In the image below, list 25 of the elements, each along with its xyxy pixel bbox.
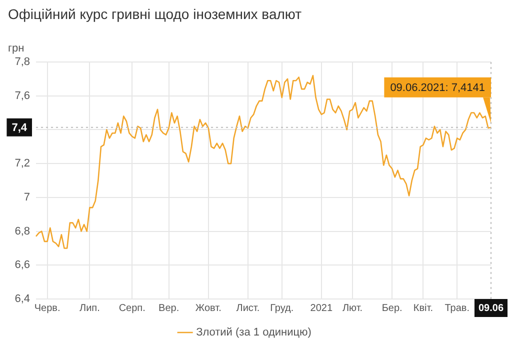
x-tick-label: Лип. bbox=[80, 302, 100, 314]
ref-line-label: 7,4 bbox=[12, 122, 28, 134]
x-tick-label: Черв. bbox=[34, 302, 60, 314]
chart-title: Офіційний курс гривні щодо іноземних валют bbox=[8, 6, 302, 22]
annotation: 09.06.2021: 7,4141 bbox=[390, 82, 485, 94]
y-tick-label: 6,4 bbox=[14, 293, 30, 306]
x-tick-label: Лист. bbox=[236, 302, 260, 314]
y-tick-label: 7,6 bbox=[14, 90, 30, 102]
x-tick-label: Жовт. bbox=[195, 302, 222, 314]
y-tick-label: 7 bbox=[24, 191, 30, 204]
x-tick-label: Вер. bbox=[158, 302, 180, 314]
x-tick-label: Серп. bbox=[118, 302, 146, 314]
x-tick-label: Бер. bbox=[382, 302, 402, 314]
y-axis-title: грн bbox=[8, 42, 24, 55]
x-tick-label: Лют. bbox=[342, 302, 363, 314]
y-tick-label: 6,8 bbox=[14, 225, 30, 238]
y-tick-label: 7,2 bbox=[14, 158, 30, 170]
x-tick-label: 2021 bbox=[310, 302, 333, 314]
x-tick-label: 09.06 bbox=[478, 302, 504, 314]
x-tick-label: Квіт. bbox=[413, 302, 433, 314]
x-tick-label: Трав. bbox=[444, 302, 470, 314]
x-tick-label: Груд. bbox=[270, 302, 294, 314]
y-tick-label: 7,8 bbox=[14, 56, 30, 68]
legend-label: Злотий (за 1 одиницю) bbox=[196, 326, 312, 339]
y-tick-label: 6,6 bbox=[14, 259, 30, 272]
